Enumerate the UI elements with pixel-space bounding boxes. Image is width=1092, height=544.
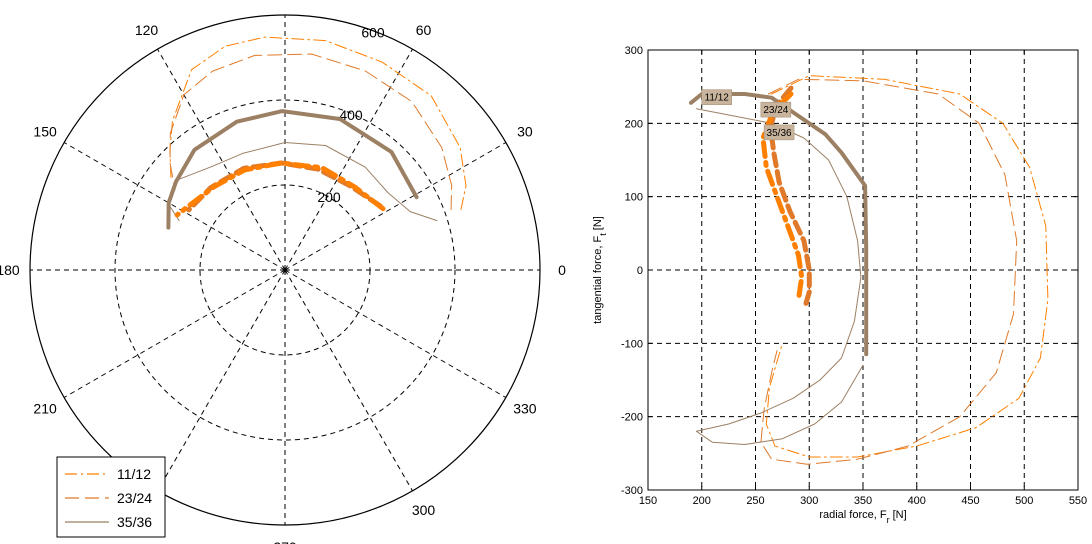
polar-grid-spoke (63, 269, 286, 398)
annotation-label: 23/24 (763, 105, 788, 116)
annotation-box (760, 101, 792, 118)
angle-tick-label: 120 (135, 22, 159, 38)
radius-tick-label: 200 (317, 189, 341, 205)
cartesian-series (689, 75, 1049, 465)
x-tick-label: 150 (639, 495, 657, 507)
radius-tick-label: 400 (339, 107, 363, 123)
polar-grid-spoke (284, 269, 507, 398)
polar-grid (29, 14, 541, 526)
polar-grid-spoke (157, 48, 286, 271)
angle-tick-label: 0 (558, 262, 566, 278)
y-tick-label: 200 (625, 118, 643, 130)
cartesian-tick-labels: 150 200 250 300 350 400 450 500 550 -300 -200 -100 0… (621, 45, 1087, 507)
angle-tick-label: 90 (277, 0, 293, 1)
angle-tick-label: 210 (33, 401, 57, 417)
cartesian-series-line (765, 75, 1049, 458)
x-tick-label: 350 (854, 495, 872, 507)
polar-grid-spoke (157, 269, 286, 492)
polar-series-line (169, 36, 467, 210)
polar-series (166, 36, 467, 230)
cartesian-series-line (760, 91, 805, 302)
polar-grid-spoke (284, 142, 507, 271)
polar-series-line (174, 160, 386, 218)
angle-tick-label: 150 (33, 124, 57, 140)
annotation-label: 35/36 (767, 128, 792, 139)
cartesian-grid (647, 49, 1079, 491)
y-axis-label: tangential force, Ft [N] (592, 216, 608, 324)
y-tick-label: -200 (621, 412, 643, 424)
x-tick-label: 250 (746, 495, 764, 507)
polar-tick-labels: 0 30 60 90 120 150 180 210 270 300 330 200 400 600 (0, 0, 566, 544)
legend: 11/12 23/24 35/36 (56, 456, 166, 538)
y-tick-label: 300 (625, 45, 643, 57)
angle-tick-label: 30 (517, 124, 533, 140)
annotation-box (763, 124, 795, 141)
y-tick-label: 0 (637, 265, 643, 277)
polar-series-line (166, 142, 438, 222)
x-axis-label: radial force, Fr [N] (819, 509, 906, 525)
legend-box (56, 456, 166, 538)
x-tick-label: 550 (1069, 495, 1087, 507)
angle-tick-label: 60 (416, 22, 432, 38)
x-tick-label: 400 (908, 495, 926, 507)
x-tick-label: 300 (800, 495, 818, 507)
polar-grid-spoke (63, 142, 286, 271)
legend-entry-label: 35/36 (117, 514, 152, 530)
polar-grid-circle (114, 99, 456, 441)
annotation-label: 11/12 (705, 93, 730, 104)
cartesian-series-line (768, 85, 812, 310)
cartesian-annotations: 11/12 23/24 35/36 (701, 89, 795, 141)
radius-tick-label: 600 (361, 25, 385, 41)
polar-grid-spoke (284, 48, 413, 271)
legend-entry-label: 11/12 (117, 466, 151, 482)
legend-entry-label: 23/24 (117, 490, 152, 506)
cartesian-series-line (695, 108, 864, 445)
x-tick-label: 500 (1015, 495, 1033, 507)
polar-chart: 0 30 60 90 120 150 180 210 270 300 330 200 400 600 11… (0, 0, 566, 544)
polar-grid-spoke (284, 269, 413, 492)
y-tick-label: -300 (621, 485, 643, 497)
cartesian-chart: 150 200 250 300 350 400 450 500 550 -300 -200 -100 0… (592, 45, 1087, 525)
y-tick-label: -100 (621, 338, 643, 350)
x-tick-label: 450 (961, 495, 979, 507)
annotation-box (701, 89, 732, 105)
angle-tick-label: 270 (273, 539, 297, 544)
x-tick-label: 200 (693, 495, 711, 507)
polar-series-line (166, 109, 419, 230)
y-tick-label: 100 (625, 192, 643, 204)
angle-tick-label: 300 (412, 502, 436, 518)
cartesian-series-line (760, 78, 1018, 465)
angle-tick-label: 330 (513, 401, 537, 417)
angle-tick-label: 180 (0, 262, 20, 278)
